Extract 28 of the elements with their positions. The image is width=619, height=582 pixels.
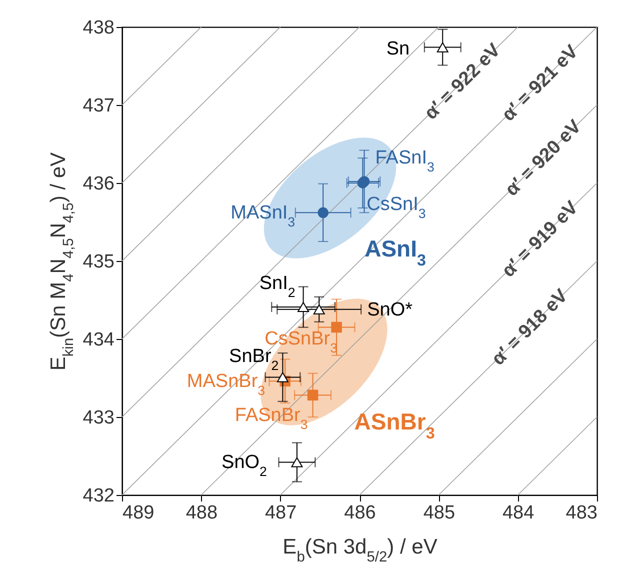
x-tick-label: 488 <box>186 502 218 524</box>
annotation: SnI$_{2}$ <box>259 273 296 300</box>
x-tick-label: 489 <box>122 502 154 524</box>
annotation: FASnBr$_{3}$ <box>234 405 308 432</box>
x-tick-label: 487 <box>264 502 297 524</box>
annotation: CsSnI$_{3}$ <box>366 194 426 220</box>
y-tick-label: 436 <box>82 174 114 194</box>
annotation: FASnI$_{3}$ <box>375 147 434 174</box>
series-label: ASnI$_{3}$ <box>364 235 426 270</box>
y-tick-label: 438 <box>82 18 114 38</box>
x-tick-label: 486 <box>344 502 376 524</box>
y-tick-label: 433 <box>82 408 114 428</box>
y-tick-label: 437 <box>82 96 114 116</box>
annotation: SnO* <box>367 299 414 320</box>
x-tick-label: 483 <box>566 502 598 524</box>
annotation: MASnI$_{3}$ <box>230 202 296 230</box>
annotation: α′ = 918 eV <box>488 285 572 370</box>
annotation: α′ = 922 eV <box>420 40 506 124</box>
series-label: ASnBr$_{3}$ <box>354 408 435 442</box>
x-tick-label: 484 <box>502 502 535 524</box>
annotation: SnO$_{2}$ <box>222 452 267 479</box>
x-axis-title: E$_{b}$(Sn 3d$_{5/2}$) / eV <box>282 536 438 566</box>
y-tick-label: 434 <box>82 330 115 350</box>
annotation: Sn <box>386 38 410 60</box>
annotation: α′ = 919 eV <box>498 197 583 282</box>
y-tick-label: 432 <box>82 486 114 506</box>
x-tick-label: 485 <box>423 502 456 524</box>
y-tick-label: 435 <box>82 252 114 272</box>
